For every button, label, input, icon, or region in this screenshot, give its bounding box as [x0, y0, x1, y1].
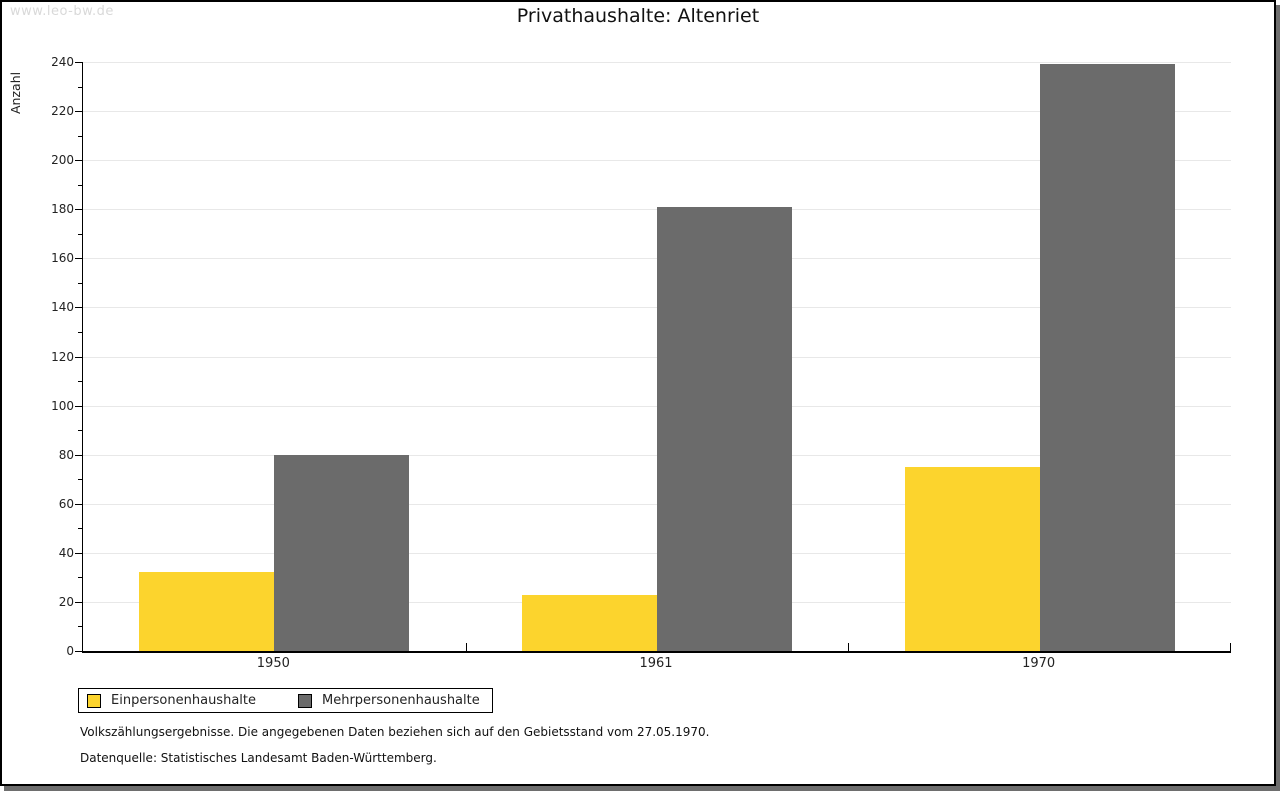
legend-swatch-gray — [298, 693, 312, 708]
y-tick-label: 240 — [51, 55, 74, 69]
y-tick-major — [75, 258, 82, 260]
y-axis-label: Anzahl — [8, 71, 23, 114]
y-tick-label: 80 — [58, 447, 74, 462]
legend: Einpersonenhaushalte Mehrpersonenhaushal… — [78, 688, 493, 713]
x-axis-tick — [848, 643, 850, 651]
bar-einpersonenhaushalte-1970 — [904, 467, 1040, 651]
y-tick-minor — [78, 528, 82, 530]
legend-label: Einpersonenhaushalte — [111, 693, 256, 708]
y-tick-major — [75, 405, 82, 407]
y-tick-major — [75, 503, 82, 505]
y-tick-major — [75, 62, 82, 63]
bar-mehrpersonenhaushalte-1950 — [274, 455, 410, 651]
y-tick-minor — [78, 282, 82, 284]
y-tick-minor — [78, 86, 82, 88]
y-tick-major — [75, 601, 82, 603]
y-tick-label: 200 — [51, 153, 74, 168]
gridline — [83, 62, 1231, 63]
y-tick-minor — [78, 184, 82, 186]
y-tick-label: 180 — [51, 202, 74, 217]
y-tick-major — [75, 160, 82, 162]
y-tick-label: 140 — [51, 300, 74, 315]
y-tick-minor — [78, 577, 82, 579]
bar-mehrpersonenhaushalte-1961 — [657, 207, 792, 651]
bar-mehrpersonenhaushalte-1970 — [1039, 64, 1175, 651]
y-tick-label: 160 — [51, 251, 74, 266]
x-axis-tick — [1230, 643, 1231, 651]
y-tick-label: 100 — [51, 398, 74, 413]
x-category-label: 1970 — [1022, 656, 1056, 671]
plot-area — [82, 62, 1231, 653]
y-tick-major — [75, 552, 82, 554]
y-tick-label: 60 — [58, 496, 74, 511]
y-tick-major — [75, 111, 82, 113]
watermark: www.leo-bw.de — [10, 4, 114, 19]
legend-swatch-yellow — [87, 693, 101, 708]
y-tick-minor — [78, 331, 82, 333]
legend-item-einpersonenhaushalte: Einpersonenhaushalte — [87, 693, 256, 708]
y-tick-minor — [78, 381, 82, 383]
chart-title: Privathaushalte: Altenriet — [516, 5, 760, 27]
y-tick-minor — [78, 479, 82, 481]
legend-label: Mehrpersonenhaushalte — [322, 693, 480, 708]
bar-einpersonenhaushalte-1961 — [522, 595, 657, 651]
footer-source: Datenquelle: Statistisches Landesamt Bad… — [80, 751, 437, 765]
y-tick-label: 220 — [51, 104, 74, 119]
y-tick-label: 20 — [58, 594, 74, 609]
y-tick-minor — [78, 233, 82, 235]
x-axis-tick — [465, 643, 467, 651]
y-tick-major — [75, 307, 82, 309]
y-tick-major — [75, 356, 82, 358]
y-tick-major — [75, 454, 82, 456]
footer-note: Volkszählungsergebnisse. Die angegebenen… — [80, 725, 710, 739]
y-tick-minor — [78, 430, 82, 432]
y-tick-label: 40 — [58, 545, 74, 560]
y-tick-minor — [78, 626, 82, 628]
legend-item-mehrpersonenhaushalte: Mehrpersonenhaushalte — [298, 693, 480, 708]
y-tick-minor — [78, 135, 82, 137]
gridline — [83, 111, 1231, 113]
x-category-label: 1961 — [639, 656, 673, 671]
y-tick-major — [75, 651, 82, 652]
bar-einpersonenhaushalte-1950 — [139, 572, 275, 651]
gridline — [83, 160, 1231, 162]
y-tick-label: 0 — [66, 644, 74, 658]
x-category-label: 1950 — [256, 656, 290, 671]
y-tick-major — [75, 209, 82, 211]
y-tick-label: 120 — [51, 349, 74, 364]
